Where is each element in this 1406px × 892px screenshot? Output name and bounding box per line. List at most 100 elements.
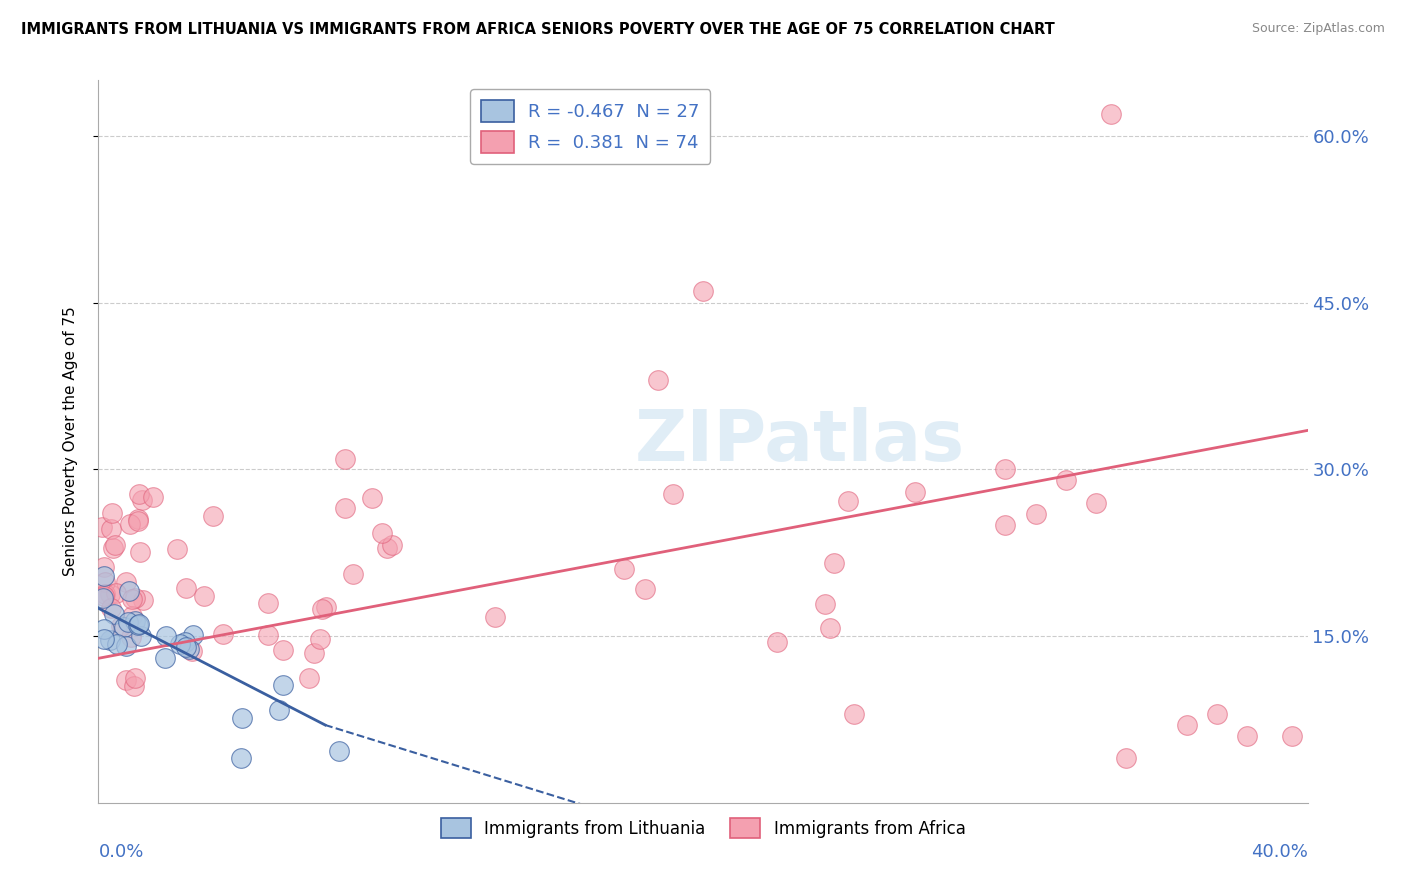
Point: [904, 484, 927, 499]
Point: [98, 632, 121, 647]
Point: [127, 514, 149, 528]
Point: [823, 557, 845, 571]
Point: [229, 751, 252, 765]
Point: [315, 599, 337, 614]
Point: [1115, 751, 1137, 765]
Point: [177, 642, 200, 657]
Point: [155, 629, 177, 643]
Point: [93, 622, 115, 636]
Point: [174, 640, 197, 654]
Point: [142, 491, 165, 505]
Point: [93, 569, 115, 583]
Point: [647, 373, 669, 387]
Text: 0.0%: 0.0%: [98, 843, 143, 861]
Point: [328, 744, 350, 758]
Point: [131, 629, 153, 643]
Point: [124, 615, 146, 629]
Point: [166, 542, 188, 557]
Point: [100, 601, 122, 615]
Point: [381, 538, 404, 552]
Point: [120, 630, 142, 644]
Point: [818, 621, 841, 635]
Point: [1024, 507, 1046, 521]
Point: [129, 545, 152, 559]
Point: [342, 567, 364, 582]
Point: [127, 618, 149, 632]
Point: [181, 628, 204, 642]
Point: [114, 640, 136, 654]
Point: [153, 651, 176, 665]
Point: [231, 711, 253, 725]
Point: [269, 703, 291, 717]
Text: Source: ZipAtlas.com: Source: ZipAtlas.com: [1251, 22, 1385, 36]
Point: [121, 608, 143, 623]
Point: [1206, 706, 1229, 721]
Point: [94, 575, 117, 590]
Point: [311, 602, 333, 616]
Point: [202, 508, 225, 523]
Point: [110, 618, 132, 632]
Point: [333, 451, 356, 466]
Point: [765, 635, 787, 649]
Point: [117, 615, 139, 630]
Point: [174, 635, 197, 649]
Point: [257, 628, 280, 642]
Text: IMMIGRANTS FROM LITHUANIA VS IMMIGRANTS FROM AFRICA SENIORS POVERTY OVER THE AGE: IMMIGRANTS FROM LITHUANIA VS IMMIGRANTS …: [21, 22, 1054, 37]
Point: [193, 590, 215, 604]
Point: [844, 706, 866, 721]
Point: [127, 512, 149, 526]
Point: [118, 584, 141, 599]
Point: [101, 506, 124, 520]
Point: [814, 597, 837, 611]
Point: [361, 491, 384, 505]
Point: [1236, 729, 1258, 743]
Point: [181, 644, 204, 658]
Point: [93, 589, 115, 603]
Point: [98, 587, 121, 601]
Point: [298, 671, 321, 685]
Point: [692, 285, 714, 299]
Point: [105, 637, 128, 651]
Point: [271, 678, 294, 692]
Point: [1099, 106, 1122, 120]
Point: [115, 673, 138, 688]
Point: [1085, 496, 1108, 510]
Point: [122, 679, 145, 693]
Point: [994, 517, 1017, 532]
Point: [613, 562, 636, 576]
Point: [633, 582, 655, 597]
Point: [309, 632, 332, 647]
Point: [1054, 474, 1077, 488]
Point: [128, 487, 150, 501]
Point: [132, 592, 155, 607]
Point: [174, 581, 197, 595]
Point: [333, 501, 356, 516]
Point: [837, 493, 859, 508]
Y-axis label: Seniors Poverty Over the Age of 75: Seniors Poverty Over the Age of 75: [63, 307, 77, 576]
Text: ZIPatlas: ZIPatlas: [634, 407, 965, 476]
Point: [169, 637, 191, 651]
Point: [128, 616, 150, 631]
Point: [100, 522, 122, 536]
Point: [93, 632, 115, 647]
Point: [124, 591, 146, 605]
Point: [662, 486, 685, 500]
Point: [1281, 729, 1303, 743]
Point: [121, 591, 143, 606]
Point: [256, 597, 278, 611]
Point: [94, 587, 117, 601]
Point: [91, 591, 114, 605]
Point: [994, 462, 1017, 476]
Point: [101, 541, 124, 556]
Point: [105, 585, 128, 599]
Point: [93, 560, 115, 574]
Point: [271, 643, 294, 657]
Point: [131, 492, 153, 507]
Point: [371, 525, 394, 540]
Point: [375, 541, 398, 556]
Point: [124, 671, 146, 685]
Legend: Immigrants from Lithuania, Immigrants from Africa: Immigrants from Lithuania, Immigrants fr…: [434, 812, 972, 845]
Point: [103, 538, 125, 552]
Point: [302, 646, 325, 660]
Point: [484, 610, 506, 624]
